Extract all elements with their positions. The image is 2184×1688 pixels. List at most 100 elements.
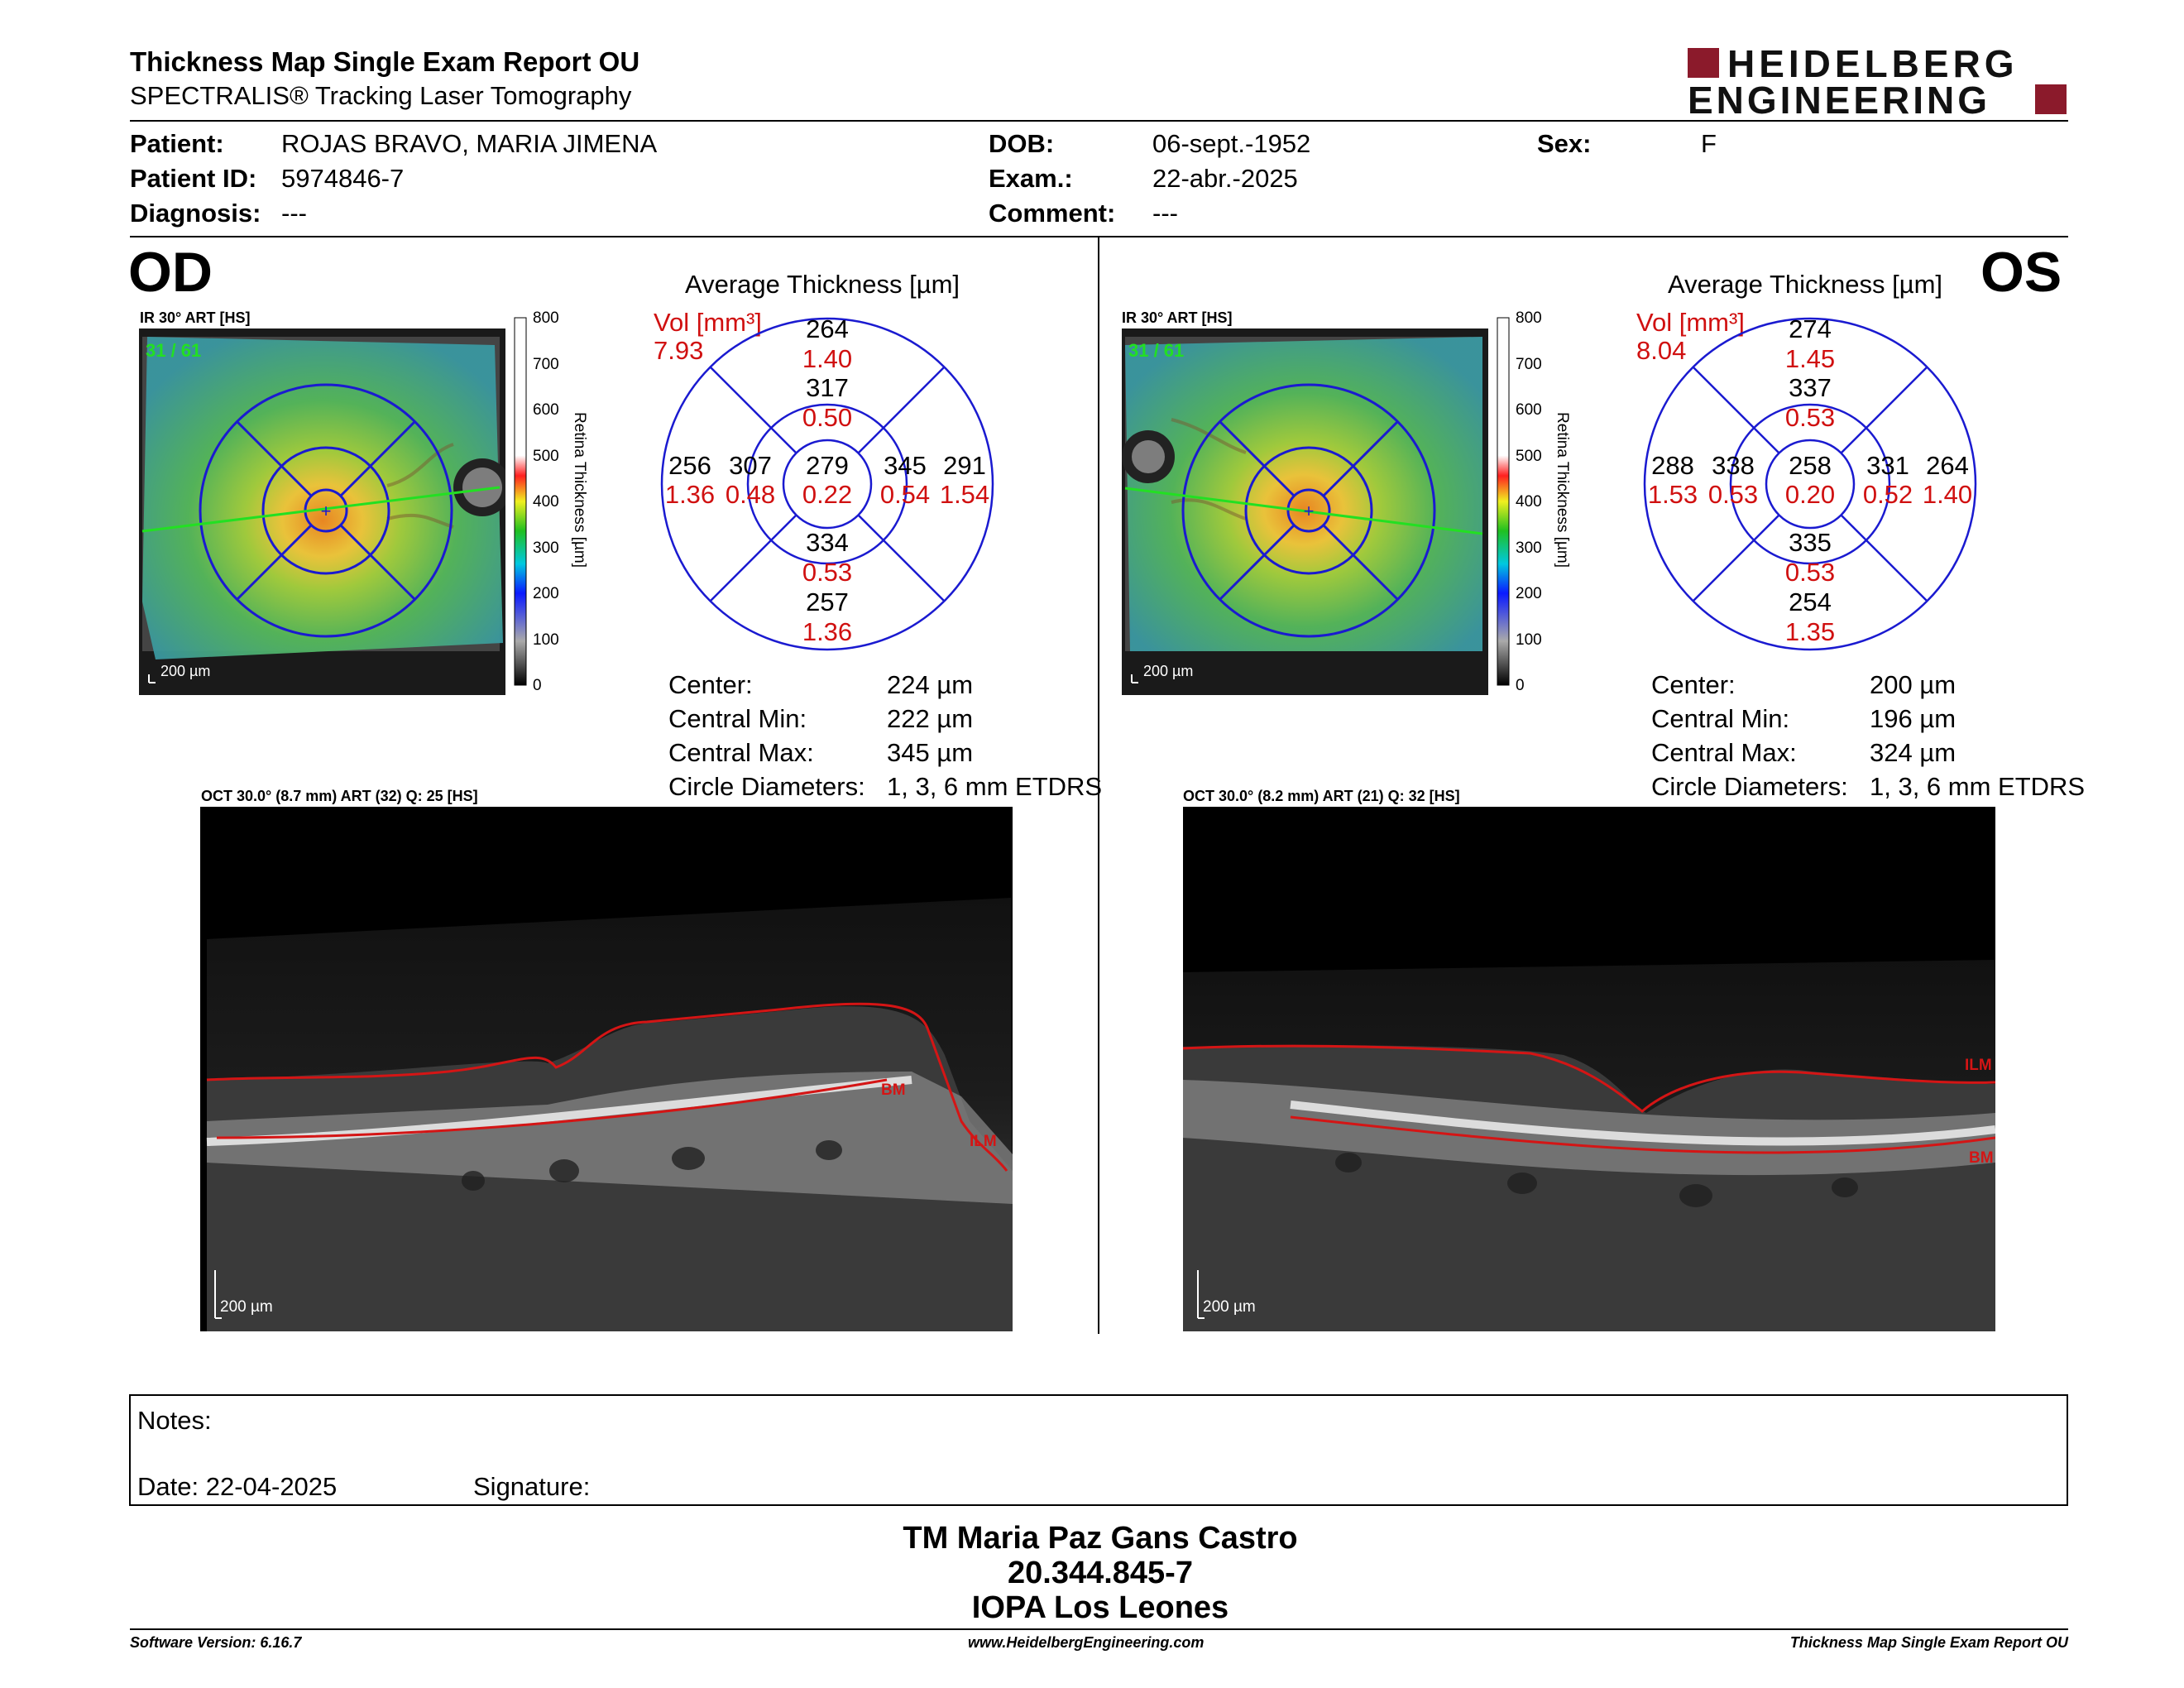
os-sup-inner: 337 — [1789, 373, 1832, 402]
signatory-rut: 20.344.845-7 — [1008, 1556, 1193, 1590]
od-nas-outer-vol: 1.54 — [940, 480, 989, 509]
od-cbar-tick: 800 — [533, 309, 559, 327]
os-vol-value: 8.04 — [1636, 336, 1687, 365]
svg-text:+: + — [1304, 501, 1315, 521]
os-cbar-tick: 400 — [1516, 493, 1542, 511]
os-vol-label: Vol [mm³] — [1636, 308, 1745, 337]
logo-line1: HEIDELBERG — [1727, 42, 2019, 85]
os-center-value: 200 µm — [1870, 670, 1956, 699]
os-sup-outer-vol: 1.45 — [1785, 344, 1835, 373]
patient-id-value: 5974846-7 — [281, 164, 405, 193]
os-min-value: 196 µm — [1870, 704, 1956, 733]
od-oct-scale: 200 µm — [220, 1298, 273, 1316]
os-oct-label: OCT 30.0° (8.2 mm) ART (21) Q: 32 [HS] — [1183, 788, 1460, 804]
os-nas-outer: 264 — [1926, 451, 1969, 480]
os-inf-outer: 254 — [1789, 587, 1832, 616]
footer-report-name: Thickness Map Single Exam Report OU — [1789, 1634, 2068, 1651]
od-sup-inner-vol: 0.50 — [802, 403, 852, 432]
od-nas-inner-vol: 0.54 — [880, 480, 930, 509]
od-cbar-tick: 0 — [533, 677, 542, 694]
signatory-name: TM Maria Paz Gans Castro — [903, 1521, 1298, 1556]
od-oct-bscan: BM ILM 200 µm — [200, 807, 1013, 1331]
os-center: 258 — [1789, 451, 1832, 480]
patient-name: ROJAS BRAVO, MARIA JIMENA — [281, 129, 658, 158]
od-cbar-tick: 300 — [533, 539, 559, 557]
od-center-vol: 0.22 — [802, 480, 852, 509]
os-inf-inner: 335 — [1789, 528, 1832, 557]
od-temp-inner: 307 — [729, 451, 772, 480]
os-ir-label: IR 30° ART [HS] — [1122, 309, 1233, 326]
os-temp-inner: 338 — [1712, 451, 1755, 480]
os-temp-inner-vol: 0.53 — [1708, 480, 1758, 509]
od-vol-value: 7.93 — [654, 336, 704, 365]
od-cbar-title: Retina Thickness [µm] — [571, 412, 588, 568]
od-center-value: 224 µm — [887, 670, 974, 699]
os-oct-scale: 200 µm — [1203, 1298, 1256, 1316]
svg-text:+: + — [321, 501, 332, 521]
od-cbar-tick: 400 — [533, 493, 559, 511]
comment-value: --- — [1152, 199, 1178, 228]
od-diam-value: 1, 3, 6 mm ETDRS — [887, 772, 1103, 801]
od-cbar-tick: 100 — [533, 631, 559, 649]
notes-signature: Signature: — [473, 1472, 591, 1501]
os-max-value: 324 µm — [1870, 738, 1956, 767]
od-oct-label: OCT 30.0° (8.7 mm) ART (32) Q: 25 [HS] — [201, 788, 478, 804]
notes-date: Date: 22-04-2025 — [137, 1472, 338, 1501]
od-cbar-tick: 700 — [533, 356, 559, 373]
os-map-scale: 200 µm — [1143, 663, 1193, 679]
website-link[interactable]: www.HeidelbergEngineering.com — [968, 1634, 1205, 1651]
od-nas-inner: 345 — [884, 451, 927, 480]
od-cbar-tick: 500 — [533, 448, 559, 465]
os-min-label: Central Min: — [1651, 704, 1790, 733]
od-min-value: 222 µm — [887, 704, 974, 733]
dob-label: DOB: — [989, 129, 1055, 158]
od-eye-label: OD — [128, 241, 213, 304]
os-center-vol: 0.20 — [1785, 480, 1835, 509]
notes-box[interactable]: Notes: Date: 22-04-2025 Signature: — [129, 1394, 2068, 1506]
od-sup-outer-vol: 1.40 — [802, 344, 852, 373]
os-diam-value: 1, 3, 6 mm ETDRS — [1870, 772, 2086, 801]
os-cbar-title: Retina Thickness [µm] — [1554, 412, 1571, 568]
od-nas-outer: 291 — [943, 451, 986, 480]
diagnosis-label: Diagnosis: — [130, 199, 261, 228]
od-inf-inner: 334 — [806, 528, 849, 557]
od-sup-inner: 317 — [806, 373, 849, 402]
signatory-institution: IOPA Los Leones — [971, 1590, 1229, 1625]
od-inf-outer-vol: 1.36 — [802, 617, 852, 646]
od-center: 279 — [806, 451, 849, 480]
od-cbar-tick: 600 — [533, 401, 559, 419]
od-bm-label: BM — [881, 1081, 906, 1099]
od-min-label: Central Min: — [668, 704, 807, 733]
os-sup-outer: 274 — [1789, 314, 1832, 343]
od-avg-title: Average Thickness [µm] — [685, 270, 960, 299]
os-nas-inner: 331 — [1866, 451, 1909, 480]
os-cbar-tick: 600 — [1516, 401, 1542, 419]
os-cbar-tick: 0 — [1516, 677, 1525, 694]
os-oct-bscan: ILM BM 200 µm — [1183, 807, 1995, 1331]
os-temp-outer-vol: 1.53 — [1648, 480, 1698, 509]
os-cbar-tick: 500 — [1516, 448, 1542, 465]
od-inf-inner-vol: 0.53 — [802, 558, 852, 587]
os-frame-count: 31 / 61 — [1128, 340, 1184, 361]
report-subtitle: SPECTRALIS® Tracking Laser Tomography — [130, 81, 632, 110]
od-temp-outer: 256 — [668, 451, 711, 480]
od-diam-label: Circle Diameters: — [668, 772, 865, 801]
sex-value: F — [1701, 129, 1717, 158]
od-temp-inner-vol: 0.48 — [726, 480, 775, 509]
os-inf-outer-vol: 1.35 — [1785, 617, 1835, 646]
os-max-label: Central Max: — [1651, 738, 1797, 767]
od-temp-outer-vol: 1.36 — [665, 480, 715, 509]
os-bm-label: BM — [1969, 1149, 1994, 1167]
od-center-label: Center: — [668, 670, 753, 699]
os-etdrs-grid: 274 1.45 337 0.53 288 1.53 338 0.53 258 … — [1643, 314, 1977, 651]
os-nas-outer-vol: 1.40 — [1923, 480, 1972, 509]
od-ilm-label: ILM — [970, 1133, 997, 1150]
os-cbar-tick: 200 — [1516, 585, 1542, 602]
os-avg-title: Average Thickness [µm] — [1668, 270, 1943, 299]
os-ilm-label: ILM — [1965, 1057, 1992, 1074]
dob-value: 06-sept.-1952 — [1152, 129, 1311, 158]
diagnosis-value: --- — [281, 199, 307, 228]
od-ir-label: IR 30° ART [HS] — [140, 309, 251, 326]
od-sup-outer: 264 — [806, 314, 849, 343]
logo-line2: ENGINEERING — [1688, 79, 1991, 122]
